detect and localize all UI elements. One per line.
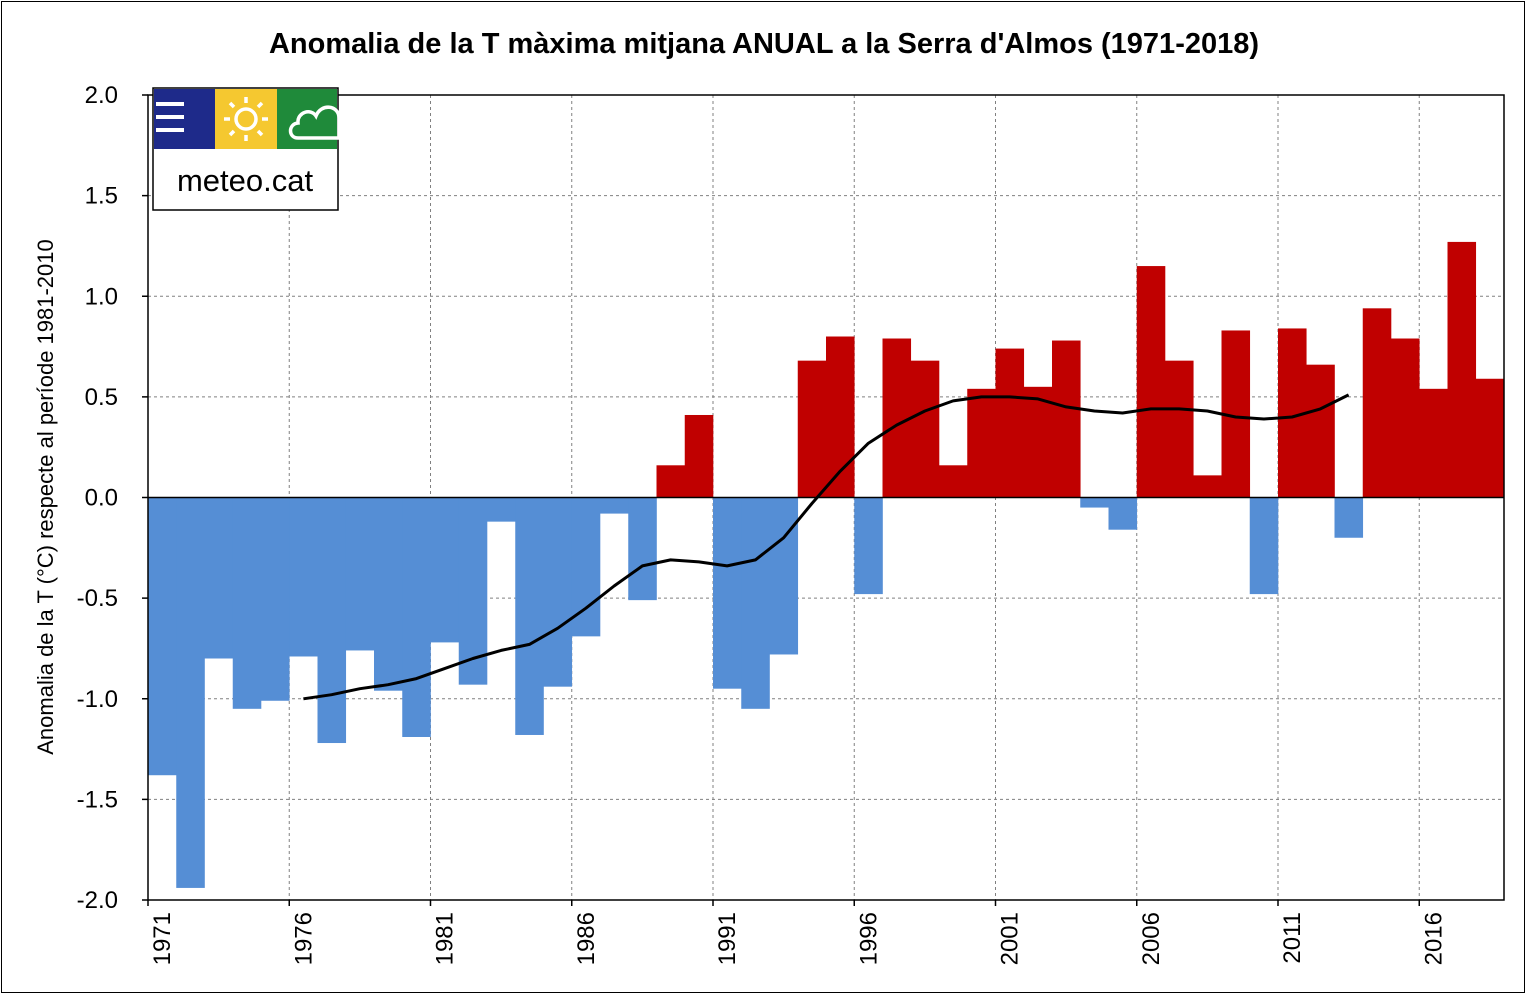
bar-1997 <box>882 338 912 498</box>
x-tick-label: 1976 <box>290 912 317 965</box>
x-tick-label: 1986 <box>573 912 600 965</box>
x-tick-label: 2006 <box>1138 912 1165 965</box>
bar-2016 <box>1419 388 1448 498</box>
y-tick-label: 1.5 <box>85 183 118 210</box>
bar-2003 <box>1052 340 1081 498</box>
x-tick-label: 1981 <box>432 912 459 965</box>
bar-1992 <box>741 497 770 709</box>
bar-1989 <box>656 465 686 498</box>
y-tick-label: 0.0 <box>85 485 118 512</box>
bar-1977 <box>317 497 347 744</box>
bars <box>148 241 1505 888</box>
bar-2002 <box>1023 386 1053 498</box>
bar-1975 <box>261 497 290 701</box>
bar-2018 <box>1475 378 1505 498</box>
bar-2015 <box>1391 338 1420 498</box>
sun-icon <box>224 97 268 141</box>
y-tick-label: -0.5 <box>77 585 118 612</box>
bar-1998 <box>910 360 940 498</box>
bar-2005 <box>1108 497 1138 530</box>
x-tick-label: 1971 <box>149 912 176 965</box>
bar-2017 <box>1447 241 1477 498</box>
y-axis-label: Anomalia de la T (°C) respecte al períod… <box>33 239 58 755</box>
bar-1985 <box>543 497 573 687</box>
logo-green-panel <box>277 89 337 149</box>
bar-1984 <box>515 497 544 735</box>
bar-1971 <box>148 497 177 776</box>
bar-2007 <box>1165 360 1194 498</box>
x-axis-ticks: 1971 1976 1981 1986 1991 1996 2001 2006 2011 2016 <box>147 900 1447 965</box>
y-tick-label: 0.5 <box>85 384 118 411</box>
x-tick-label: 2016 <box>1420 912 1447 965</box>
bar-1988 <box>628 497 657 601</box>
bar-1978 <box>345 497 375 651</box>
bar-1976 <box>289 497 318 657</box>
bar-2010 <box>1249 497 1279 595</box>
bar-2012 <box>1306 364 1335 498</box>
y-tick-label: -1.5 <box>77 786 118 813</box>
bar-1996 <box>854 497 883 595</box>
y-tick-label: 2.0 <box>85 82 118 109</box>
bar-2013 <box>1334 497 1364 538</box>
moving-average <box>303 393 1350 701</box>
meteo-cat-logo: meteo.cat <box>152 87 341 211</box>
bar-1990 <box>684 414 714 498</box>
bar-2008 <box>1193 475 1222 498</box>
bar-1981 <box>430 497 460 643</box>
menu-lines-icon <box>156 102 184 132</box>
bar-1999 <box>939 465 968 498</box>
bar-1994 <box>797 360 827 498</box>
y-axis-ticks: -2.0 -1.5 -1.0 -0.5 0.0 0.5 1.0 1.5 2.0 <box>77 82 148 914</box>
bar-1991 <box>713 497 742 689</box>
bar-1974 <box>232 497 262 709</box>
y-tick-label: 1.0 <box>85 283 118 310</box>
x-tick-label: 2001 <box>997 912 1024 965</box>
bar-2006 <box>1136 266 1166 498</box>
x-tick-label: 1996 <box>855 912 882 965</box>
logo-text: meteo.cat <box>177 163 314 198</box>
bar-2014 <box>1362 308 1392 498</box>
x-tick-label: 1991 <box>714 912 741 965</box>
chart-title: Anomalia de la T màxima mitjana ANUAL a … <box>269 28 1259 60</box>
bar-1980 <box>402 497 431 737</box>
bar-2001 <box>995 348 1025 498</box>
y-tick-label: -2.0 <box>77 887 118 914</box>
cloud-icon <box>288 105 341 140</box>
bar-1993 <box>769 497 799 655</box>
bar-1973 <box>204 497 234 659</box>
bar-1979 <box>374 497 403 691</box>
bar-2000 <box>967 388 996 498</box>
x-tick-label: 2011 <box>1279 912 1306 964</box>
y-tick-label: -1.0 <box>77 686 118 713</box>
bar-1983 <box>487 497 516 522</box>
bar-1972 <box>176 497 205 888</box>
bar-2004 <box>1080 497 1109 508</box>
bar-1982 <box>458 497 488 685</box>
moving-average-line <box>303 393 1350 701</box>
bar-1987 <box>600 497 629 514</box>
